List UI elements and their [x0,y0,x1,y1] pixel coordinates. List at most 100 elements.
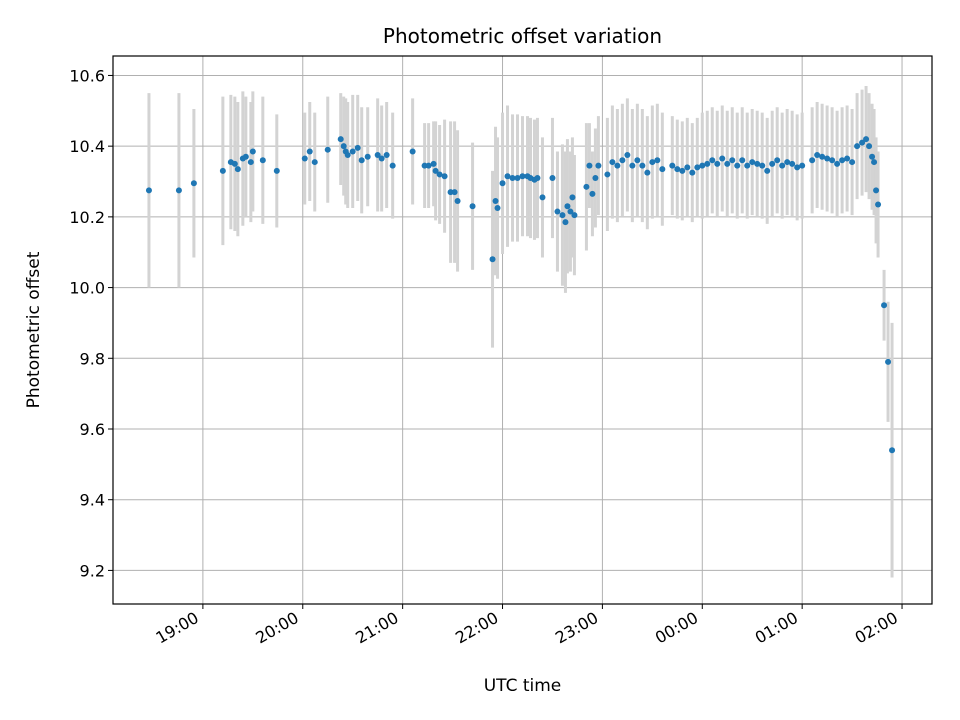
y-tick-label: 9.8 [80,349,105,368]
data-point [219,167,226,174]
data-point [519,173,526,180]
data-point [559,212,566,219]
data-point [604,171,611,178]
data-point [349,148,356,155]
data-point [430,160,437,167]
data-point [595,162,602,169]
data-point [659,166,666,173]
y-tick-label: 10.0 [69,279,105,298]
data-point [829,157,836,164]
data-point [866,143,873,150]
data-point [871,159,878,166]
data-point [873,187,880,194]
data-point [489,256,496,263]
data-point [190,180,197,187]
data-point [586,162,593,169]
data-point [644,169,651,176]
data-point [425,162,432,169]
data-point [739,157,746,164]
data-point [614,162,621,169]
y-tick-label: 10.6 [69,66,105,85]
data-point [564,203,571,210]
data-point [649,159,656,166]
data-point [814,151,821,158]
data-point [764,167,771,174]
data-point [554,208,561,215]
data-point [358,157,365,164]
data-point [699,162,706,169]
data-point [374,151,381,158]
data-point [364,153,371,160]
data-point [492,197,499,204]
data-point [609,159,616,166]
y-tick-label: 10.2 [69,208,105,227]
data-point [881,302,888,309]
data-point [539,194,546,201]
data-point [875,201,882,208]
data-point [674,166,681,173]
data-point [719,155,726,162]
data-point [754,160,761,167]
data-point [789,160,796,167]
data-point [383,151,390,158]
plot-frame [112,55,933,605]
data-point [844,155,851,162]
data-point [337,136,344,143]
data-point [885,358,892,365]
data-point [436,171,443,178]
data-point [824,155,831,162]
data-point [234,166,241,173]
data-point [311,159,318,166]
data-point [629,162,636,169]
data-point [639,162,646,169]
y-tick-label: 10.4 [69,137,105,156]
data-point [724,160,731,167]
data-point [494,205,501,212]
data-point [759,162,766,169]
data-point [809,157,816,164]
data-point [378,155,385,162]
data-point [432,167,439,174]
data-point [849,159,856,166]
data-point [684,164,691,171]
data-point [794,164,801,171]
data-point [679,167,686,174]
data-point [714,160,721,167]
data-point [409,148,416,155]
data-point [389,162,396,169]
data-point [451,189,458,196]
data-point [592,174,599,181]
data-point [231,160,238,167]
data-point [354,144,361,151]
chart-title: Photometric offset variation [383,24,662,48]
data-point [504,173,511,180]
y-axis-title: Photometric offset [24,251,44,408]
data-point [534,174,541,181]
data-points [145,136,896,454]
data-point [819,153,826,160]
data-point [654,157,661,164]
data-point [869,153,876,160]
data-point [549,174,556,181]
data-point [854,143,861,150]
data-point [340,143,347,150]
data-point [709,157,716,164]
data-point [571,212,578,219]
y-tick-label: 9.2 [80,561,105,580]
data-point [145,187,152,194]
data-point [744,162,751,169]
data-point [729,157,736,164]
data-point [583,183,590,190]
data-point [469,203,476,210]
data-point [242,153,249,160]
data-point [324,146,331,153]
data-point [779,162,786,169]
data-point [249,148,256,155]
data-point [567,208,574,215]
y-tick-label: 9.6 [80,420,105,439]
data-point [619,157,626,164]
data-point [749,159,756,166]
data-point [247,159,254,166]
data-point [859,139,866,146]
